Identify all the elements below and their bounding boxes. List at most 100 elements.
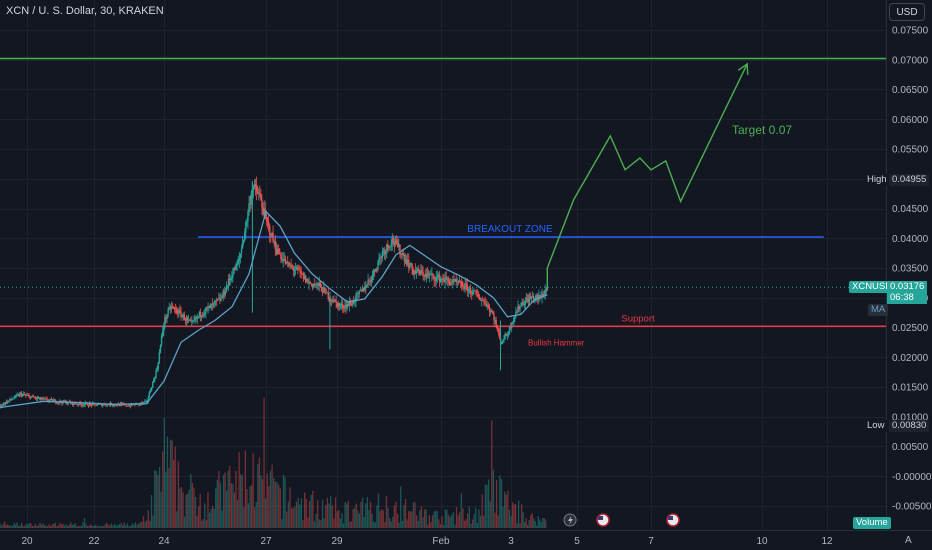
candle-body — [342, 303, 344, 309]
candle-body — [301, 273, 304, 275]
candle-body — [309, 282, 311, 284]
candle-body — [194, 317, 196, 321]
candle-body — [455, 279, 457, 282]
candle-body — [12, 398, 14, 400]
volume-bar — [90, 524, 92, 528]
candle-body — [474, 290, 476, 292]
volume-bar — [117, 525, 119, 528]
candle-body — [143, 402, 145, 404]
volume-bar — [441, 516, 443, 528]
currency-button[interactable]: USD — [889, 3, 925, 21]
candle-body — [4, 401, 7, 405]
candle-body — [537, 295, 539, 299]
volume-bar — [317, 500, 319, 528]
volume-bar — [365, 503, 367, 528]
volume-bar — [33, 526, 35, 528]
volume-bar — [457, 515, 459, 528]
volume-bar — [191, 482, 194, 528]
candle-body — [21, 394, 24, 396]
candle-body — [399, 244, 401, 255]
candle-body — [516, 312, 518, 313]
candle-body — [330, 299, 333, 302]
candle-body — [382, 251, 385, 253]
candle-body — [514, 315, 516, 318]
candle-body — [207, 307, 209, 308]
candle-body — [222, 291, 224, 298]
candle-body — [294, 269, 297, 271]
candle-body — [130, 403, 133, 407]
candle-body — [466, 284, 469, 292]
candle-body — [545, 289, 547, 291]
volume-bar — [277, 484, 280, 528]
volume-bar — [260, 475, 262, 528]
candle-body — [256, 191, 259, 194]
bullish-hammer-label: Bullish Hammer — [528, 338, 585, 347]
candle-body — [183, 314, 186, 320]
candle-body — [389, 246, 391, 248]
candle-body — [217, 299, 219, 301]
candle-body — [303, 275, 306, 279]
moving-average-line — [0, 210, 548, 409]
candle-body — [351, 300, 354, 306]
volume-bar — [420, 506, 423, 528]
candle-body — [336, 302, 338, 307]
volume-bar — [67, 526, 69, 528]
candle-body — [536, 295, 538, 297]
volume-bar — [152, 515, 154, 528]
volume-bar — [468, 506, 470, 528]
candle-body — [199, 312, 202, 317]
candle-body — [188, 319, 191, 321]
volume-bar — [216, 480, 218, 528]
candle-body — [532, 296, 535, 300]
volume-bar — [173, 459, 175, 528]
volume-bar — [355, 503, 357, 528]
candle-body — [206, 307, 208, 309]
volume-bar — [70, 522, 72, 528]
candle-body — [151, 382, 154, 389]
candle-body — [401, 253, 403, 255]
candle-body — [3, 403, 6, 405]
volume-bar — [517, 500, 520, 528]
volume-bar — [494, 512, 496, 528]
volume-bar — [385, 496, 388, 528]
x-tick-label: 20 — [21, 536, 33, 547]
volume-bar — [160, 491, 162, 528]
candle-body — [315, 283, 317, 285]
candle-body — [46, 398, 48, 401]
candle-body — [310, 283, 313, 285]
candle-body — [178, 310, 180, 315]
candle-body — [126, 405, 128, 407]
candle-body — [128, 405, 131, 407]
volume-bar — [93, 526, 95, 528]
x-tick-label: 7 — [648, 536, 654, 547]
candle-body — [293, 270, 296, 271]
x-tick-label: 24 — [158, 536, 170, 547]
volume-bar — [371, 513, 373, 528]
candle-body — [226, 285, 229, 287]
volume-bar — [514, 503, 517, 528]
candle-body — [488, 306, 491, 312]
volume-bar — [486, 484, 488, 528]
candle-body — [475, 290, 477, 295]
volume-bar — [233, 492, 236, 528]
candle-body — [468, 288, 471, 289]
volume-bar — [398, 522, 400, 528]
volume-bar — [208, 512, 211, 528]
annotations: BREAKOUT ZONE Support Bullish Hammer Target… — [0, 123, 886, 347]
candle-body — [32, 396, 34, 398]
candle-body — [345, 304, 347, 309]
volume-bar — [224, 472, 226, 528]
auto-scale-button[interactable]: A — [905, 535, 912, 546]
candle-body — [134, 404, 136, 406]
volume-bar — [342, 523, 345, 528]
candle-body — [481, 299, 483, 301]
candle-body — [405, 259, 408, 265]
x-tick-label: 22 — [88, 536, 100, 547]
volume-bar — [290, 508, 293, 528]
y-tick-label: 0.04000 — [892, 234, 929, 245]
candle-body — [15, 395, 17, 397]
volume-bar — [269, 471, 272, 528]
candle-body — [515, 312, 517, 316]
volume-bar — [328, 503, 330, 528]
